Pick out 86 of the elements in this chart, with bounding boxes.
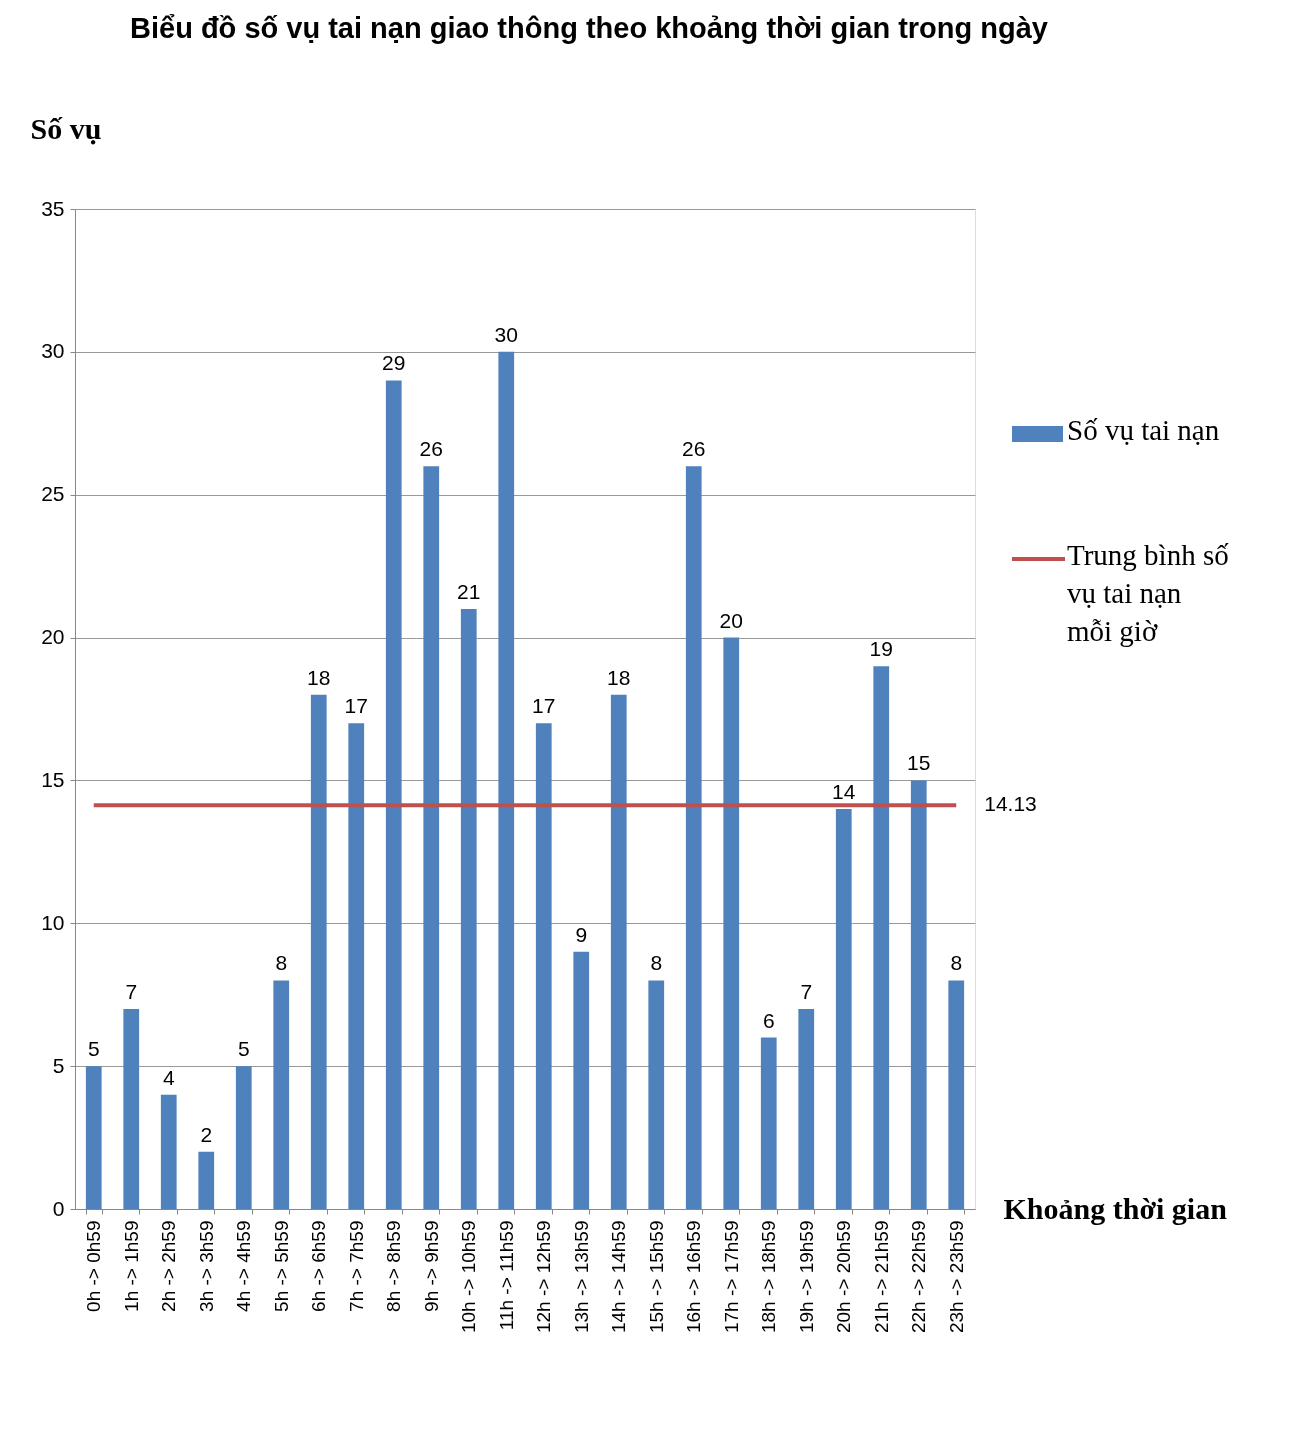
bar	[648, 980, 665, 1209]
x-axis-title: Khoảng thời gian	[1003, 1191, 1228, 1225]
data-label: 8	[650, 951, 663, 975]
bar	[798, 1009, 815, 1209]
data-label: 2	[200, 1122, 213, 1146]
bar	[723, 637, 740, 1209]
data-label: 18	[607, 665, 631, 689]
data-label: 14.13	[984, 792, 1037, 816]
data-label: 26	[419, 437, 443, 461]
data-label: 15	[907, 751, 931, 775]
x-tick-label: 18h -> 18h59	[758, 1220, 780, 1334]
x-tick-label: 8h -> 8h59	[383, 1220, 405, 1312]
data-label: 8	[950, 951, 963, 975]
y-tick-label: 30	[41, 339, 65, 363]
x-tick-label: 5h -> 5h59	[270, 1220, 292, 1312]
x-tick-label: 2h -> 2h59	[158, 1220, 180, 1312]
bar	[460, 609, 477, 1209]
y-tick-label: 5	[52, 1053, 65, 1077]
bar	[948, 980, 965, 1209]
data-label: 9	[575, 922, 588, 946]
x-tick-label: 19h -> 19h59	[795, 1220, 817, 1334]
bar	[535, 723, 552, 1209]
x-tick-label: 14h -> 14h59	[608, 1220, 630, 1334]
data-label: 26	[682, 437, 706, 461]
bar	[498, 351, 515, 1209]
y-tick-label: 10	[41, 910, 65, 934]
data-label: 17	[344, 694, 368, 718]
data-label: 20	[719, 608, 743, 632]
bar	[910, 780, 927, 1209]
bar	[423, 466, 440, 1209]
bar	[123, 1009, 140, 1209]
bar	[310, 694, 327, 1209]
x-tick-label: 11h -> 11h59	[495, 1220, 517, 1331]
x-tick-label: 23h -> 23h59	[945, 1220, 967, 1334]
x-tick-label: 10h -> 10h59	[458, 1220, 480, 1334]
data-label: 19	[869, 637, 893, 661]
y-tick-label: 35	[41, 196, 65, 220]
data-label: 17	[532, 694, 556, 718]
bar	[685, 466, 702, 1209]
y-tick-label: 20	[41, 625, 65, 649]
x-tick-label: 6h -> 6h59	[308, 1220, 330, 1312]
x-tick-label: 9h -> 9h59	[420, 1220, 442, 1312]
data-label: 7	[800, 980, 813, 1003]
data-label: 18	[307, 665, 331, 689]
data-label: 6	[762, 1008, 775, 1032]
y-tick-label: 0	[52, 1196, 65, 1220]
bar	[85, 1066, 102, 1209]
x-tick-label: 0h -> 0h59	[83, 1220, 105, 1312]
x-tick-label: 17h -> 17h59	[720, 1220, 742, 1334]
legend-label: Số vụ tai nạn	[1067, 414, 1220, 446]
bar	[160, 1094, 177, 1209]
data-label: 5	[87, 1037, 100, 1061]
bar	[760, 1037, 777, 1209]
bar	[835, 809, 852, 1209]
x-tick-label: 20h -> 20h59	[833, 1220, 855, 1334]
x-tick-label: 1h -> 1h59	[120, 1220, 142, 1312]
data-label: 4	[162, 1065, 175, 1089]
x-tick-label: 3h -> 3h59	[195, 1220, 217, 1312]
data-label: 8	[275, 951, 288, 975]
data-label: 14	[832, 780, 856, 803]
x-tick-label: 22h -> 22h59	[908, 1220, 930, 1334]
bar	[348, 723, 365, 1209]
x-tick-label: 15h -> 15h59	[645, 1220, 667, 1334]
x-tick-label: 12h -> 12h59	[533, 1220, 555, 1334]
y-axis-title: Số vụ	[30, 111, 102, 145]
data-label: 5	[237, 1037, 250, 1061]
y-tick-label: 25	[41, 482, 65, 506]
data-label: 7	[125, 980, 138, 1003]
data-label: 30	[494, 322, 518, 346]
chart-title: Biểu đồ số vụ tai nạn giao thông theo khoảng thời gian trong ngày	[130, 12, 1048, 44]
legend-label: Trung bình số vụ tai nạn mỗi giờ	[1067, 539, 1230, 647]
bar	[198, 1151, 215, 1209]
bar	[573, 951, 590, 1209]
data-label: 21	[457, 580, 481, 603]
x-tick-label: 4h -> 4h59	[233, 1220, 255, 1312]
bar	[610, 694, 627, 1209]
bar	[873, 666, 890, 1209]
bar	[235, 1066, 252, 1209]
x-tick-label: 21h -> 21h59	[870, 1220, 892, 1334]
x-tick-label: 16h -> 16h59	[683, 1220, 705, 1334]
bar	[273, 980, 290, 1209]
bar	[385, 380, 402, 1209]
y-tick-label: 15	[41, 767, 65, 791]
x-tick-label: 13h -> 13h59	[570, 1220, 592, 1334]
data-label: 29	[382, 351, 406, 375]
x-tick-label: 7h -> 7h59	[345, 1220, 367, 1312]
